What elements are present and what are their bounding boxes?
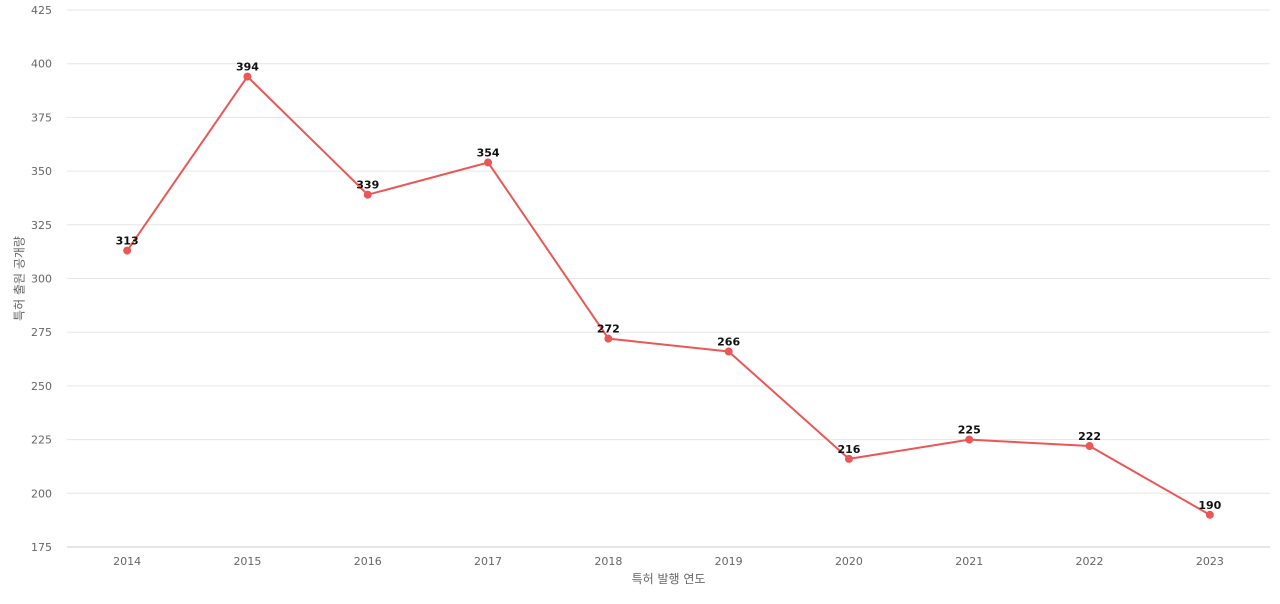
y-axis-ticks: 175 200 225 250 275 300 325 350 375 400 425: [31, 4, 52, 554]
data-label: 190: [1198, 499, 1221, 512]
y-tick-label: 325: [31, 219, 52, 232]
x-tick-label: 2016: [354, 555, 382, 568]
data-label: 266: [717, 336, 740, 349]
y-tick-label: 425: [31, 4, 52, 17]
y-tick-label: 275: [31, 326, 52, 339]
data-label: 272: [597, 323, 620, 336]
x-tick-label: 2015: [233, 555, 261, 568]
y-tick-label: 350: [31, 165, 52, 178]
data-point: [1205, 510, 1214, 519]
data-point: [243, 72, 252, 81]
data-label: 225: [958, 424, 981, 437]
y-tick-label: 250: [31, 380, 52, 393]
data-point: [604, 334, 613, 343]
data-point: [1085, 442, 1094, 451]
data-point: [965, 435, 974, 444]
x-tick-label: 2017: [474, 555, 502, 568]
y-tick-label: 175: [31, 541, 52, 554]
y-axis-title: 특허 출원 공개량: [13, 236, 27, 321]
data-label: 354: [477, 147, 500, 160]
y-tick-label: 225: [31, 434, 52, 447]
data-point: [484, 158, 493, 167]
data-label: 394: [236, 61, 259, 74]
y-tick-label: 300: [31, 273, 52, 286]
data-label: 313: [116, 235, 139, 248]
x-axis-ticks: 2014 2015 2016 2017 2018 2019 2020 2021 2022 2023: [113, 555, 1224, 568]
x-tick-label: 2022: [1076, 555, 1104, 568]
data-point: [363, 190, 372, 199]
y-tick-label: 400: [31, 58, 52, 71]
data-label: 216: [837, 443, 860, 456]
data-point: [844, 454, 853, 463]
x-tick-label: 2020: [835, 555, 863, 568]
data-point: [724, 347, 733, 356]
series: [123, 72, 1214, 519]
series-line: [126, 75, 1211, 516]
gridlines: [67, 9, 1270, 548]
y-tick-label: 375: [31, 111, 52, 124]
x-tick-label: 2019: [715, 555, 743, 568]
x-tick-label: 2023: [1196, 555, 1224, 568]
data-label: 339: [356, 179, 379, 192]
x-tick-label: 2021: [955, 555, 983, 568]
data-label: 222: [1078, 430, 1101, 443]
y-tick-label: 200: [31, 487, 52, 500]
x-tick-label: 2014: [113, 555, 141, 568]
data-point: [123, 246, 132, 255]
x-tick-label: 2018: [594, 555, 622, 568]
x-axis-title: 특허 발행 연도: [632, 571, 706, 586]
data-labels: 313 394 339 354 272 266 216 225 222 190: [116, 61, 1222, 512]
